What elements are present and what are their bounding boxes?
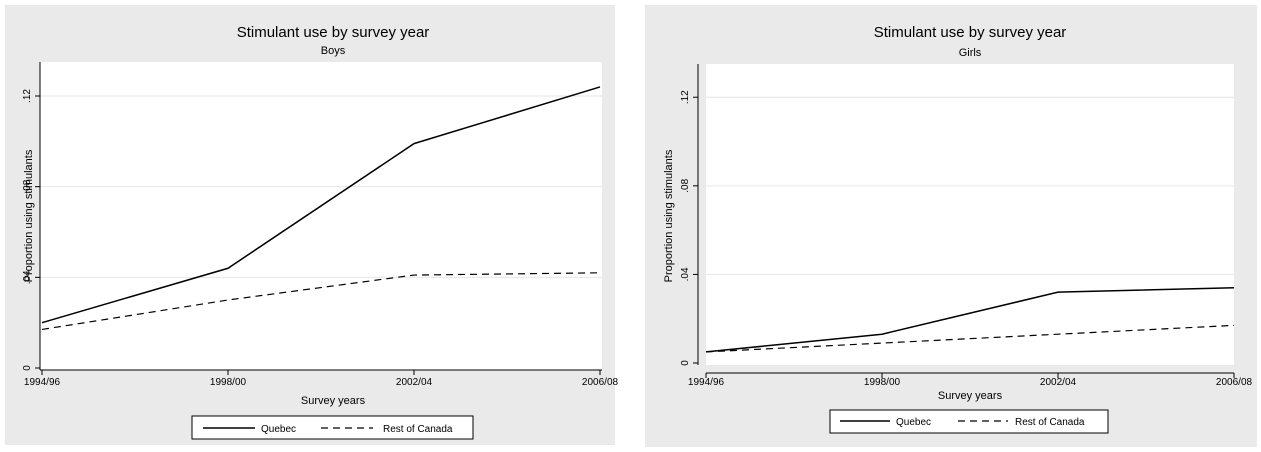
plot-area — [40, 62, 602, 370]
x-tick-label: 2006/08 — [582, 377, 619, 388]
series-lines — [41, 86, 601, 331]
x-tick-label: 2002/04 — [396, 377, 433, 388]
chart-title: Stimulant use by survey year — [874, 24, 1067, 41]
x-tick-label: 2006/08 — [1216, 377, 1253, 388]
chart-subtitle: Girls — [959, 47, 982, 59]
x-tick-label: 1998/00 — [210, 377, 247, 388]
plot-area — [706, 64, 1234, 365]
y-tick-label: 0 — [22, 365, 33, 371]
legend: Quebec Rest of Canada — [191, 415, 474, 440]
girls-chart-panel: Stimulant use by survey year Girls 0 .04.… — [645, 5, 1257, 447]
legend-label-rest-of-canada: Rest of Canada — [1015, 417, 1085, 428]
y-tick-label: .08 — [680, 178, 691, 192]
y-tick-label: .04 — [680, 267, 691, 281]
legend: Quebec Rest of Canada — [829, 409, 1109, 434]
y-tick-label: .12 — [680, 90, 691, 104]
series-line-rest-of-canada — [41, 272, 601, 331]
x-tick-label: 2002/04 — [1040, 377, 1077, 388]
axis-ticks: 0 .04 .08 .12 1994/96 1998/00 2002/04 2006/08 — [680, 90, 1253, 388]
legend-label-rest-of-canada: Rest of Canada — [383, 424, 453, 435]
chart-title: Stimulant use by survey year — [237, 24, 430, 41]
legend-label-quebec: Quebec — [261, 424, 296, 435]
y-tick-label: .08 — [22, 179, 33, 193]
boys-chart-panel: Stimulant use by survey year Boys 0 .04 .0… — [5, 5, 619, 445]
gridlines — [706, 96, 1234, 275]
legend-label-quebec: Quebec — [896, 417, 931, 428]
series-line-rest-of-canada — [705, 324, 1235, 353]
y-axis-title: Proportion using stimulants — [23, 149, 35, 282]
x-axis-title: Survey years — [301, 395, 366, 407]
y-tick-label: 0 — [680, 360, 691, 366]
chart-subtitle: Boys — [321, 45, 346, 57]
gridlines — [40, 95, 602, 278]
legend-box — [191, 415, 474, 440]
legend-box — [829, 409, 1109, 434]
series-line-quebec — [705, 286, 1235, 353]
axis-ticks: 0 .04 .08 .12 1994/96 1998/00 2002/04 2006/08 — [22, 89, 619, 388]
y-tick-label: .04 — [22, 270, 33, 284]
series-line-quebec — [41, 86, 601, 324]
x-tick-label: 1998/00 — [864, 377, 901, 388]
series-lines — [705, 286, 1235, 353]
x-tick-label: 1994/96 — [688, 377, 725, 388]
x-tick-label: 1994/96 — [24, 377, 61, 388]
x-axis-title: Survey years — [938, 390, 1003, 402]
y-tick-label: .12 — [22, 89, 33, 103]
y-axis-title: Proportion using stimulants — [663, 149, 675, 282]
